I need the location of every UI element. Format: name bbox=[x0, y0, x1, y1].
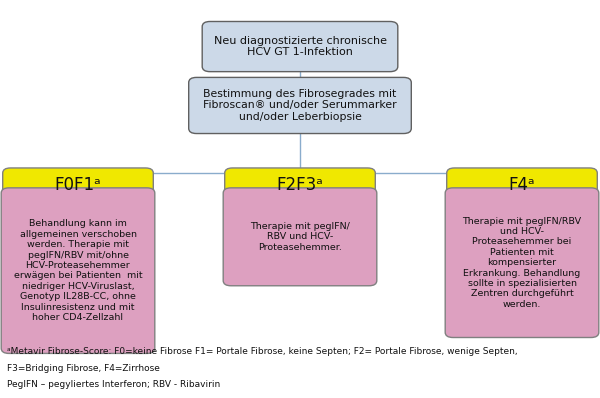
Text: F4ᵃ: F4ᵃ bbox=[509, 176, 535, 194]
Text: Neu diagnostizierte chronische
HCV GT 1-Infektion: Neu diagnostizierte chronische HCV GT 1-… bbox=[214, 36, 386, 57]
Text: F2F3ᵃ: F2F3ᵃ bbox=[277, 176, 323, 194]
FancyBboxPatch shape bbox=[188, 77, 412, 134]
Text: Therapie mit pegIFN/
RBV und HCV-
Proteasehemmer.: Therapie mit pegIFN/ RBV und HCV- Protea… bbox=[250, 222, 350, 252]
Text: ᵃMetavir Fibrose-Score: F0=keine Fibrose F1= Portale Fibrose, keine Septen; F2= : ᵃMetavir Fibrose-Score: F0=keine Fibrose… bbox=[7, 347, 518, 356]
FancyBboxPatch shape bbox=[445, 188, 599, 338]
Text: PegIFN – pegyliertes Interferon; RBV - Ribavirin: PegIFN – pegyliertes Interferon; RBV - R… bbox=[7, 380, 220, 390]
FancyBboxPatch shape bbox=[224, 168, 376, 202]
Text: Bestimmung des Fibrosegrades mit
Fibroscan® und/oder Serummarker
und/oder Leberb: Bestimmung des Fibrosegrades mit Fibrosc… bbox=[203, 89, 397, 122]
Text: F3=Bridging Fibrose, F4=Zirrhose: F3=Bridging Fibrose, F4=Zirrhose bbox=[7, 364, 160, 373]
FancyBboxPatch shape bbox=[3, 168, 154, 202]
FancyBboxPatch shape bbox=[1, 188, 155, 353]
Text: Therapie mit pegIFN/RBV
und HCV-
Proteasehemmer bei
Patienten mit
kompensierter
: Therapie mit pegIFN/RBV und HCV- Proteas… bbox=[463, 217, 581, 309]
Text: Behandlung kann im
allgemeinen verschoben
werden. Therapie mit
pegIFN/RBV mit/oh: Behandlung kann im allgemeinen verschobe… bbox=[14, 219, 142, 322]
FancyBboxPatch shape bbox=[223, 188, 377, 286]
FancyBboxPatch shape bbox=[446, 168, 597, 202]
FancyBboxPatch shape bbox=[202, 21, 398, 72]
Text: F0F1ᵃ: F0F1ᵃ bbox=[55, 176, 101, 194]
